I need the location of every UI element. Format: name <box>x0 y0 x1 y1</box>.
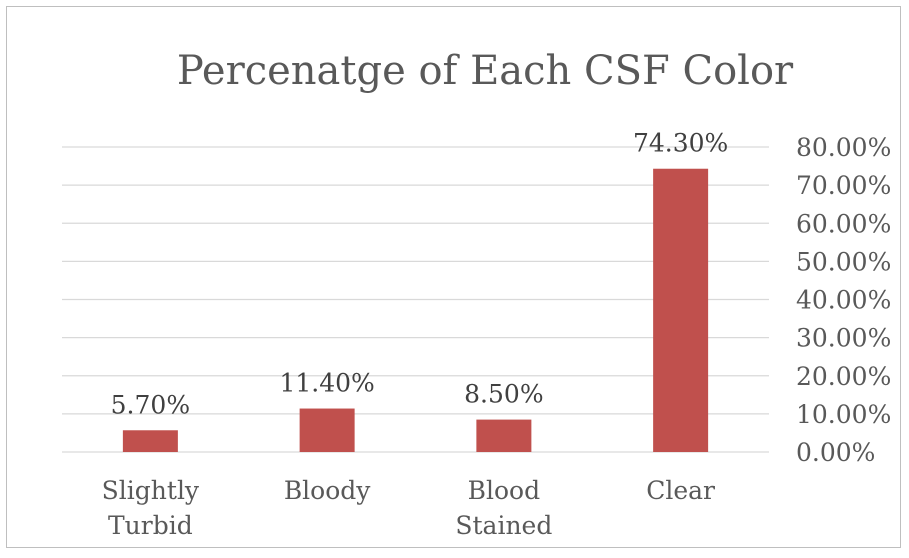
data-label-1: 11.40% <box>279 369 374 398</box>
y-tick-label-5: 50.00% <box>796 247 891 276</box>
y-tick-label-7: 70.00% <box>796 171 891 200</box>
y-tick-label-0: 0.00% <box>796 438 875 467</box>
data-labels: 5.70% 11.40% 8.50% 74.30% <box>111 129 729 420</box>
y-tick-label-3: 30.00% <box>796 324 891 353</box>
category-label-line: Blood <box>468 476 540 505</box>
category-label-0: Slightly Turbid <box>102 476 200 540</box>
category-label-line: Stained <box>455 511 552 540</box>
y-tick-label-1: 10.00% <box>796 400 891 429</box>
y-tick-label-4: 40.00% <box>796 286 891 315</box>
category-label-2: Blood Stained <box>455 476 552 540</box>
category-label-3: Clear <box>646 476 715 505</box>
bar-3 <box>653 168 709 452</box>
chart-title: Percenatge of Each CSF Color <box>177 48 794 94</box>
bar-2 <box>476 419 532 452</box>
bar-0 <box>122 430 178 452</box>
y-tick-label-8: 80.00% <box>796 133 891 162</box>
x-axis-categories: Slightly Turbid Bloody Blood Stained Clear <box>102 476 715 540</box>
category-label-line: Bloody <box>284 476 371 505</box>
chart-frame <box>6 6 901 548</box>
category-label-1: Bloody <box>284 476 371 505</box>
y-tick-label-2: 20.00% <box>796 362 891 391</box>
y-axis-ticks: 0.00% 10.00% 20.00% 30.00% 40.00% 50.00% 60.00… <box>796 133 891 467</box>
gridlines <box>62 146 769 453</box>
category-label-line: Clear <box>646 476 715 505</box>
category-label-line: Slightly <box>102 476 200 505</box>
bar-1 <box>299 408 355 452</box>
bars <box>122 168 709 452</box>
data-label-3: 74.30% <box>633 129 728 158</box>
data-label-0: 5.70% <box>111 390 190 419</box>
category-label-line: Turbid <box>108 511 193 540</box>
y-tick-label-6: 60.00% <box>796 209 891 238</box>
data-label-2: 8.50% <box>464 380 543 409</box>
